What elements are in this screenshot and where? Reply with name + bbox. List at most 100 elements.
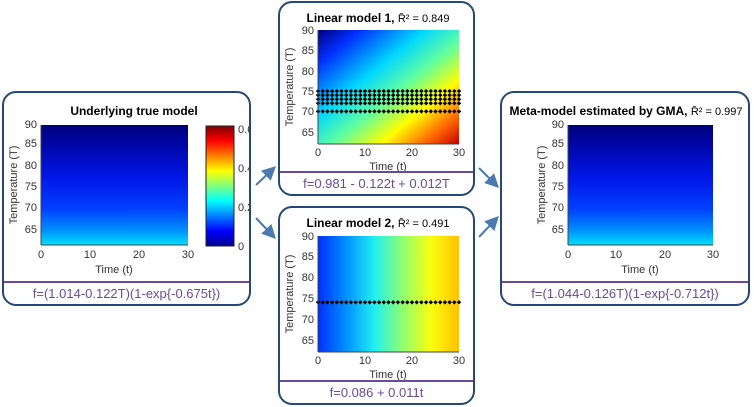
sample-point xyxy=(372,101,377,106)
x-tick: 10 xyxy=(84,249,96,261)
x-tick: 0 xyxy=(565,249,571,261)
arrow-from-linear-1 xyxy=(478,167,499,188)
sample-point xyxy=(362,101,368,106)
sample-point xyxy=(456,92,462,98)
sample-point xyxy=(358,97,363,102)
sample-point xyxy=(447,300,452,305)
sample-point xyxy=(452,300,457,305)
sample-point xyxy=(447,97,452,102)
sample-point xyxy=(409,97,415,102)
sample-point xyxy=(339,101,344,106)
sample-point xyxy=(423,101,429,106)
sample-point xyxy=(325,109,330,114)
sample-point xyxy=(414,88,419,94)
sample-point xyxy=(329,109,335,114)
sample-point xyxy=(442,300,448,305)
linear-model-1-heatmap-figure: Linear model 1, R̄² = 0.849 0 10 20 30 T… xyxy=(284,11,465,173)
sample-point xyxy=(423,300,429,305)
y-tick: 70 xyxy=(302,106,314,118)
sample-point xyxy=(438,97,443,102)
sample-point xyxy=(433,88,438,94)
y-tick: 65 xyxy=(25,224,37,236)
y-tick: 65 xyxy=(302,127,314,139)
sample-point xyxy=(447,101,452,106)
sample-point xyxy=(438,92,443,98)
sample-point xyxy=(391,109,396,114)
sample-point xyxy=(419,92,424,98)
true-model-formula: f=(1.014-0.122T)(1-exp{-0.675t}) xyxy=(4,281,249,304)
sample-point xyxy=(386,300,391,305)
sample-point xyxy=(339,88,344,94)
sample-point xyxy=(372,92,377,98)
sample-point xyxy=(419,101,424,106)
sample-point xyxy=(320,300,325,305)
sample-point xyxy=(339,109,344,114)
sample-point xyxy=(438,88,443,94)
meta-model-panel: Meta-model estimated by GMA, R̄² = 0.997… xyxy=(500,91,750,306)
sample-point xyxy=(367,300,372,305)
sample-point xyxy=(344,300,349,305)
sample-point xyxy=(348,97,354,102)
y-tick: 80 xyxy=(25,160,37,172)
x-axis-label: Time (t) xyxy=(621,264,658,276)
sample-point xyxy=(386,109,391,114)
sample-point xyxy=(376,101,382,106)
x-axis: 0 10 20 30 Time (t) xyxy=(315,143,465,173)
x-tick: 20 xyxy=(659,249,671,261)
y-axis: 65 70 75 80 85 90 Temperature (T) xyxy=(8,119,42,245)
linear-model-1-sample-points xyxy=(315,88,462,114)
x-tick: 20 xyxy=(133,249,145,261)
y-tick: 85 xyxy=(302,251,314,263)
sample-point xyxy=(414,300,419,305)
meta-model-heatmap xyxy=(568,125,713,245)
colorbar-tick: 0.4 xyxy=(238,163,251,175)
sample-point xyxy=(433,300,438,305)
y-tick: 75 xyxy=(302,86,314,98)
sample-point xyxy=(414,109,419,114)
sample-point xyxy=(391,92,396,98)
colorbar-tick: 0 xyxy=(238,241,244,253)
sample-point xyxy=(419,109,424,114)
sample-point xyxy=(329,101,335,106)
sample-point xyxy=(452,88,457,94)
sample-point xyxy=(353,109,358,114)
linear-model-2-heatmap-figure: Linear model 2, R̄² = 0.491 0 10 20 30 T… xyxy=(284,216,465,381)
sample-point xyxy=(372,109,377,114)
sample-point xyxy=(433,97,438,102)
y-tick: 70 xyxy=(552,202,564,214)
sample-point xyxy=(320,101,325,106)
true-model-heatmap xyxy=(41,125,188,245)
sample-point xyxy=(339,97,344,102)
sample-point xyxy=(452,109,457,114)
sample-point xyxy=(391,97,396,102)
sample-point xyxy=(428,101,433,106)
sample-point xyxy=(320,97,325,102)
sample-point xyxy=(353,97,358,102)
y-tick: 85 xyxy=(302,45,314,57)
y-tick: 75 xyxy=(302,293,314,305)
linear-model-1-title: Linear model 1, R̄² = 0.849 xyxy=(306,11,449,25)
arrow-to-linear-2 xyxy=(255,217,276,240)
sample-point xyxy=(353,88,358,94)
sample-point xyxy=(362,97,368,102)
sample-point xyxy=(442,97,448,102)
true-model-panel: Underlying true model 0 1 xyxy=(2,91,251,306)
sample-point xyxy=(386,101,391,106)
colorbar: 0 0.2 0.4 0.6 xyxy=(205,124,251,253)
sample-point xyxy=(386,97,391,102)
sample-point xyxy=(376,300,382,305)
sample-point xyxy=(372,88,377,94)
sample-point xyxy=(433,101,438,106)
sample-point xyxy=(381,97,386,102)
sample-point xyxy=(423,97,429,102)
arrow-to-linear-1 xyxy=(255,166,277,186)
sample-point xyxy=(329,88,335,94)
sample-point xyxy=(381,300,386,305)
sample-point xyxy=(433,92,438,98)
sample-point xyxy=(428,300,433,305)
sample-point xyxy=(405,101,410,106)
sample-point xyxy=(447,109,452,114)
sample-point xyxy=(442,92,448,98)
y-tick: 70 xyxy=(25,202,37,214)
sample-point xyxy=(400,92,405,98)
